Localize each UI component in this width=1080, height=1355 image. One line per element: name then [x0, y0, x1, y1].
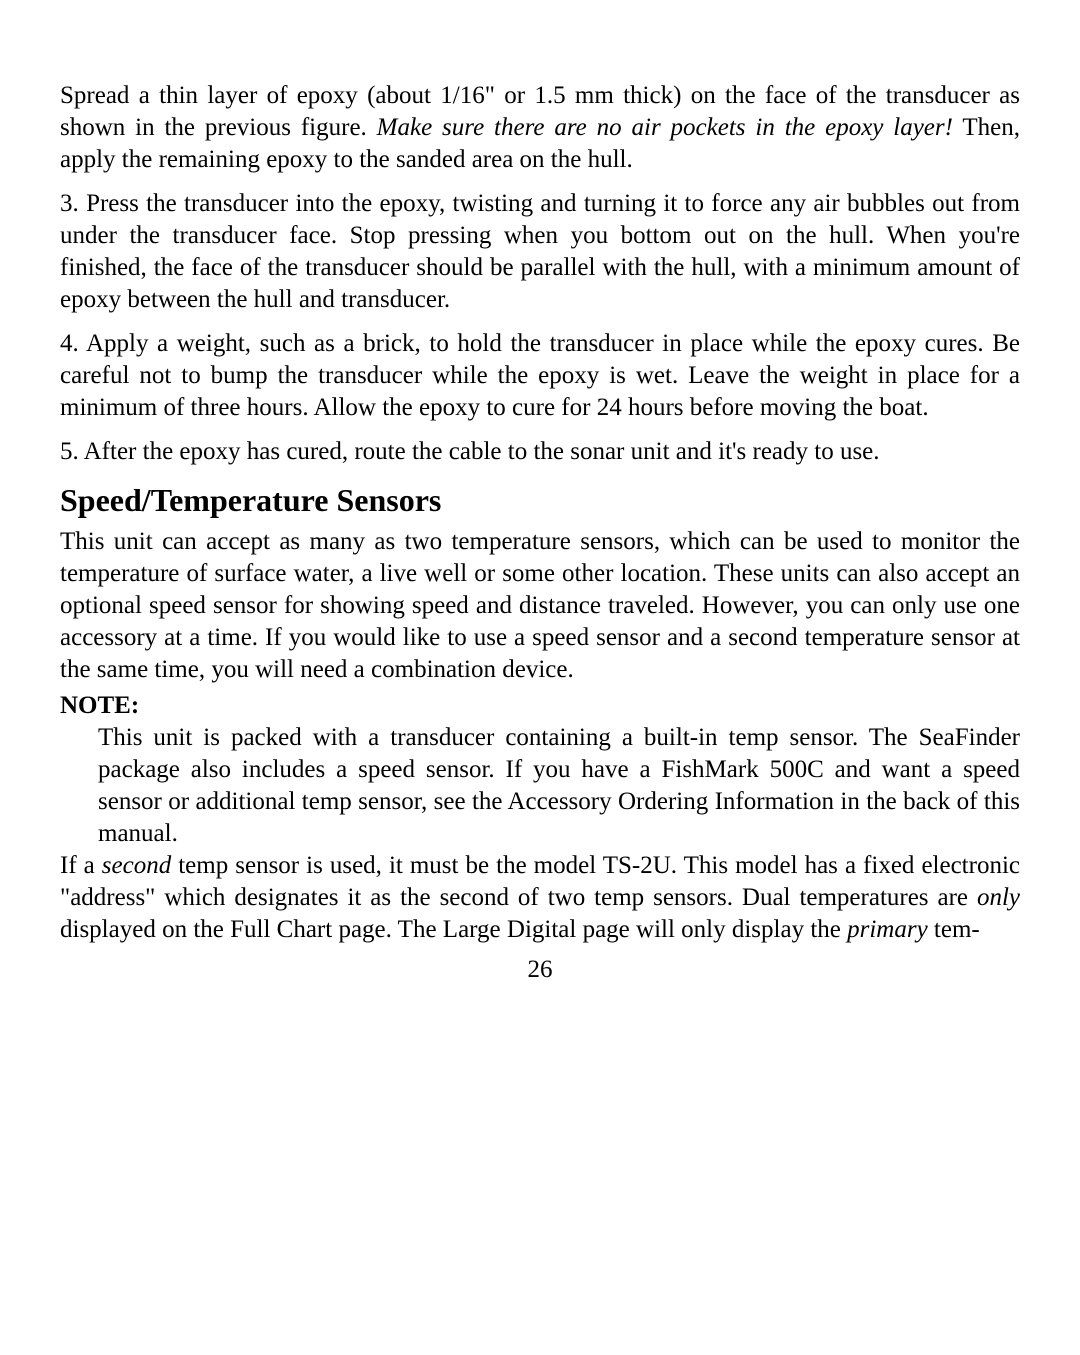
note-label: NOTE: — [60, 690, 1020, 722]
text-run-italic: primary — [847, 916, 928, 943]
paragraph-epoxy-layer: Spread a thin layer of epoxy (about 1/16… — [60, 80, 1020, 176]
text-run-italic: second — [102, 852, 171, 879]
paragraph-step-3: 3. Press the transducer into the epoxy, … — [60, 188, 1020, 316]
text-run-italic: Make sure there are no air pockets in th… — [377, 114, 953, 141]
text-run: If a — [60, 852, 102, 879]
text-run: temp sensor is used, it must be the mode… — [60, 852, 1020, 911]
page-number: 26 — [60, 956, 1020, 984]
text-run: tem- — [928, 916, 980, 943]
document-page: Spread a thin layer of epoxy (about 1/16… — [0, 0, 1080, 1355]
paragraph-step-5: 5. After the epoxy has cured, route the … — [60, 436, 1020, 468]
paragraph-step-4: 4. Apply a weight, such as a brick, to h… — [60, 328, 1020, 424]
paragraph-second-sensor: If a second temp sensor is used, it must… — [60, 850, 1020, 946]
text-run: displayed on the Full Chart page. The La… — [60, 916, 847, 943]
text-run-italic: only — [977, 884, 1020, 911]
note-body: This unit is packed with a transducer co… — [60, 722, 1020, 850]
paragraph-sensors-intro: This unit can accept as many as two temp… — [60, 526, 1020, 686]
section-heading: Speed/Temperature Sensors — [60, 480, 1020, 520]
